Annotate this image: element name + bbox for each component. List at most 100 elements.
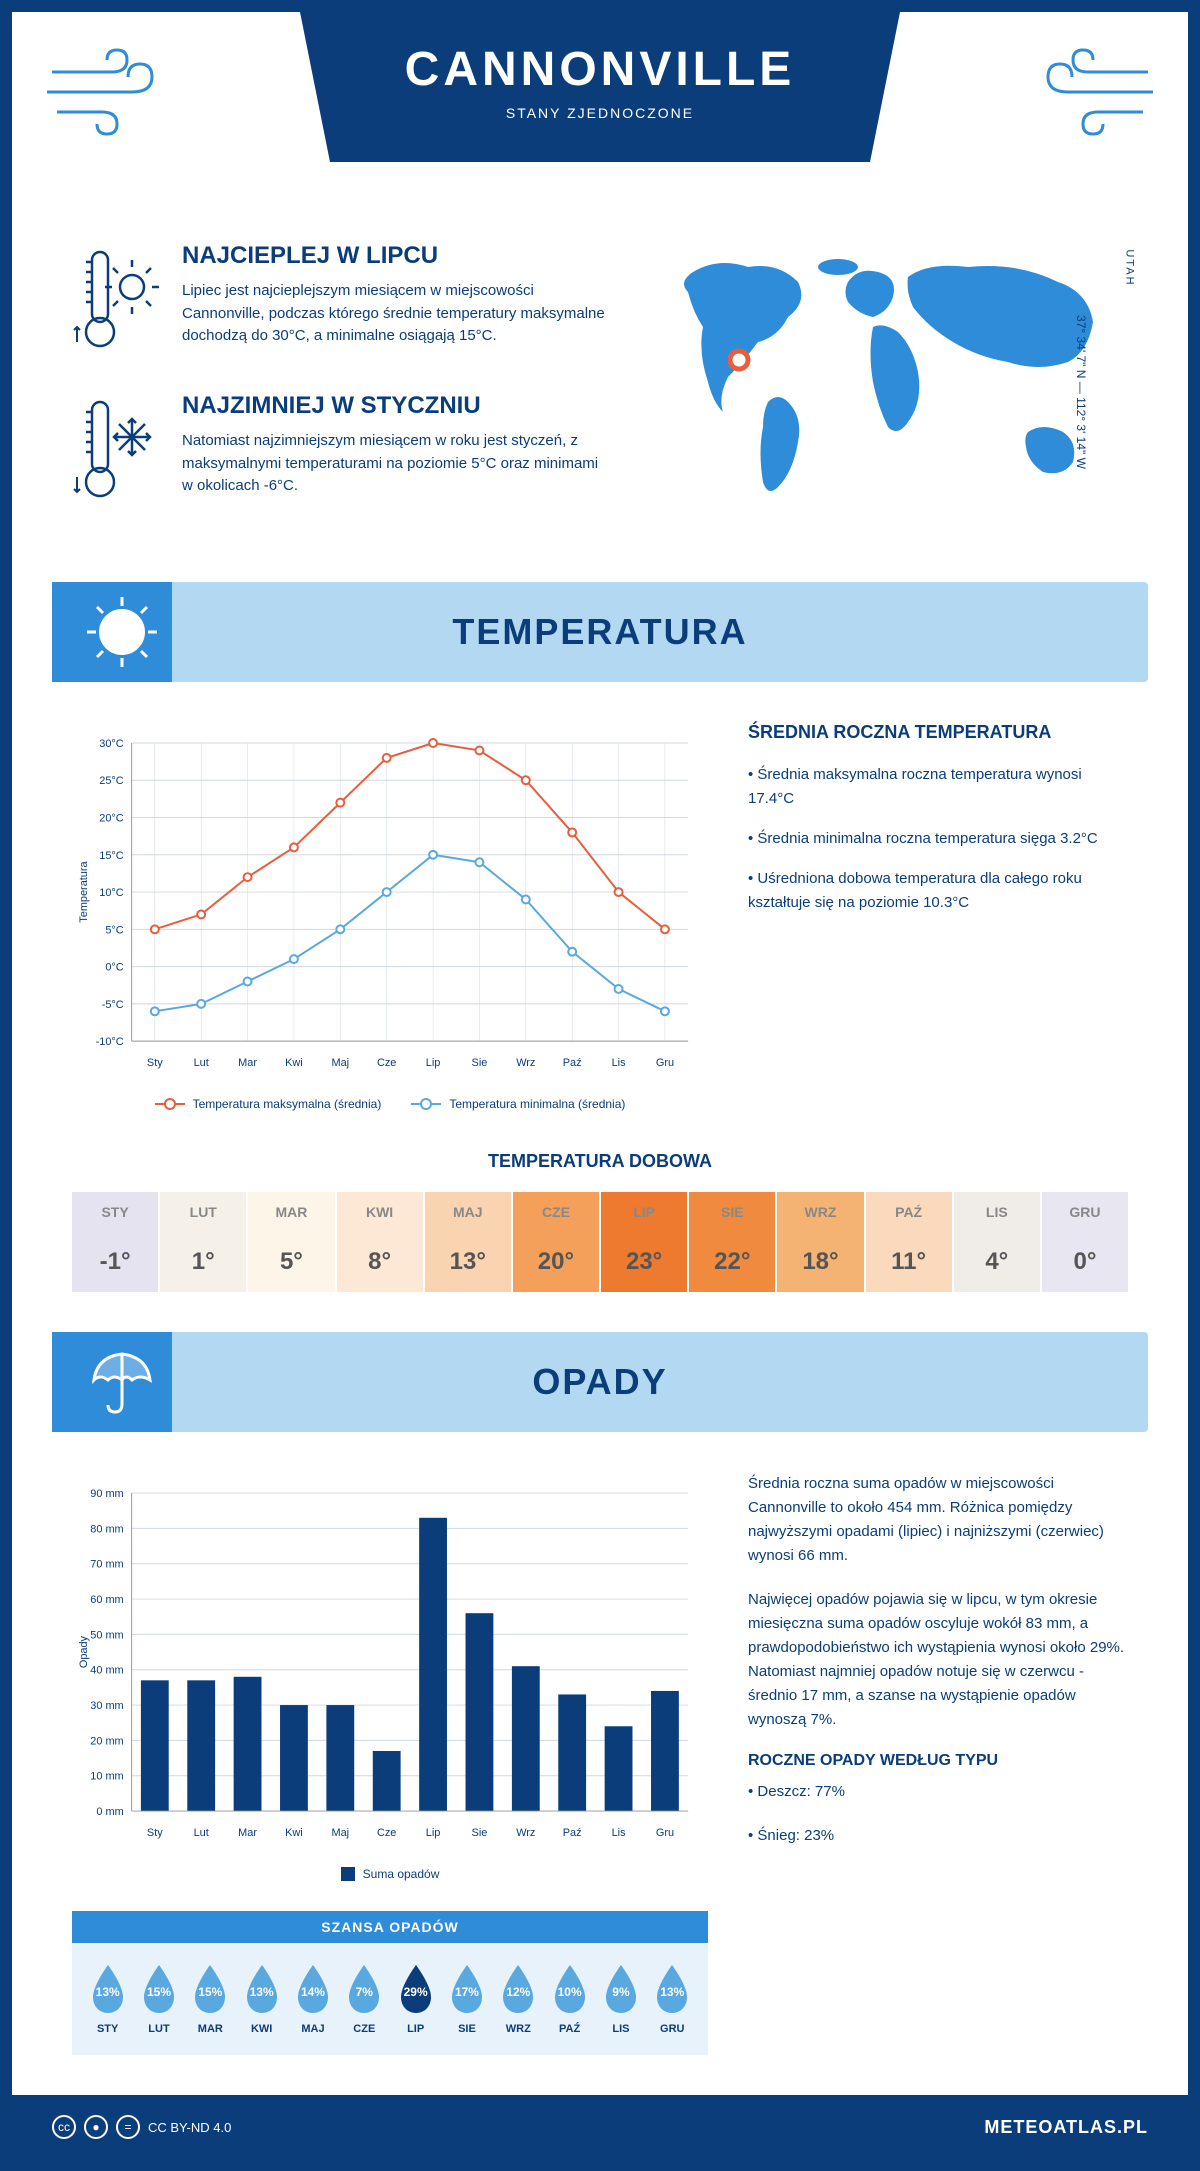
svg-text:Mar: Mar — [238, 1057, 257, 1069]
daily-temp-cell: SIE22° — [689, 1192, 775, 1292]
rain-drop-item: 10% PAŹ — [544, 1963, 595, 2035]
precip-by-type-1: • Deszcz: 77% — [748, 1780, 1128, 1804]
coldest-block: NAJZIMNIEJ W STYCZNIU Natomiast najzimni… — [72, 392, 608, 512]
svg-text:Sty: Sty — [147, 1827, 163, 1839]
svg-text:Maj: Maj — [332, 1057, 350, 1069]
rain-chance-drops: 13% STY 15% LUT 15% MAR 13% KWI 14% MAJ — [72, 1943, 708, 2045]
svg-text:Sie: Sie — [472, 1057, 488, 1069]
rain-drop-item: 13% STY — [82, 1963, 133, 2035]
site-name: METEOATLAS.PL — [984, 2117, 1148, 2138]
coordinates: 37° 34' 7" N — 112° 3' 14" W — [1074, 315, 1088, 469]
svg-text:0 mm: 0 mm — [96, 1806, 123, 1818]
svg-text:Lut: Lut — [194, 1057, 209, 1069]
temperature-section: -10°C-5°C0°C5°C10°C15°C20°C25°C30°CStyLu… — [12, 682, 1188, 1151]
wind-icon-right — [1018, 42, 1158, 142]
svg-text:Temperatura: Temperatura — [78, 860, 90, 922]
precip-legend: Suma opadów — [72, 1867, 708, 1881]
coldest-title: NAJZIMNIEJ W STYCZNIU — [182, 392, 608, 420]
svg-text:5°C: 5°C — [105, 924, 123, 936]
daily-temp-cell: LIP23° — [601, 1192, 687, 1292]
precip-legend-label: Suma opadów — [363, 1867, 440, 1881]
rain-chance-title: SZANSA OPADÓW — [72, 1911, 708, 1943]
svg-text:40 mm: 40 mm — [90, 1665, 123, 1677]
world-map-container: UTAH 37° 34' 7" N — 112° 3' 14" W — [648, 242, 1128, 542]
daily-temp-cell: MAJ13° — [425, 1192, 511, 1292]
rain-drop-item: 15% MAR — [185, 1963, 236, 2035]
svg-text:80 mm: 80 mm — [90, 1523, 123, 1535]
svg-text:Sie: Sie — [472, 1827, 488, 1839]
svg-text:Kwi: Kwi — [285, 1827, 303, 1839]
daily-temp-cell: STY-1° — [72, 1192, 158, 1292]
cc-icon: cc — [52, 2115, 76, 2139]
svg-text:Cze: Cze — [377, 1057, 396, 1069]
temp-info-3: • Uśredniona dobowa temperatura dla całe… — [748, 867, 1128, 915]
svg-text:-5°C: -5°C — [102, 999, 124, 1011]
legend-min: Temperatura minimalna (średnia) — [449, 1097, 625, 1111]
svg-text:20 mm: 20 mm — [90, 1735, 123, 1747]
svg-text:25°C: 25°C — [99, 775, 124, 787]
daily-temp-cell: MAR5° — [248, 1192, 334, 1292]
precipitation-title: OPADY — [532, 1361, 667, 1403]
rain-drop-item: 9% LIS — [595, 1963, 646, 2035]
daily-temp-cell: CZE20° — [513, 1192, 599, 1292]
daily-temp-cell: GRU0° — [1042, 1192, 1128, 1292]
svg-text:Mar: Mar — [238, 1827, 257, 1839]
hottest-block: NAJCIEPLEJ W LIPCU Lipiec jest najcieple… — [72, 242, 608, 362]
umbrella-icon — [82, 1342, 162, 1422]
svg-text:Maj: Maj — [332, 1827, 350, 1839]
location-marker-icon — [730, 351, 748, 369]
license-text: CC BY-ND 4.0 — [148, 2120, 231, 2135]
rain-chance-panel: SZANSA OPADÓW 13% STY 15% LUT 15% MAR 13… — [72, 1911, 708, 2055]
rain-drop-item: 15% LUT — [133, 1963, 184, 2035]
daily-temp-title: TEMPERATURA DOBOWA — [72, 1151, 1128, 1172]
svg-text:70 mm: 70 mm — [90, 1559, 123, 1571]
sun-icon — [82, 592, 162, 672]
svg-text:Cze: Cze — [377, 1827, 396, 1839]
precip-info-1: Średnia roczna suma opadów w miejscowośc… — [748, 1472, 1128, 1568]
thermometer-hot-icon — [72, 242, 162, 362]
temp-info-title: ŚREDNIA ROCZNA TEMPERATURA — [748, 722, 1128, 743]
rain-drop-item: 29% LIP — [390, 1963, 441, 2035]
precip-by-type-2: • Śnieg: 23% — [748, 1824, 1128, 1848]
nd-icon: = — [116, 2115, 140, 2139]
thermometer-cold-icon — [72, 392, 162, 512]
daily-temp-cell: LIS4° — [954, 1192, 1040, 1292]
svg-text:10 mm: 10 mm — [90, 1771, 123, 1783]
svg-text:10°C: 10°C — [99, 887, 124, 899]
intro-section: NAJCIEPLEJ W LIPCU Lipiec jest najcieple… — [12, 212, 1188, 582]
svg-text:Paź: Paź — [563, 1057, 582, 1069]
header: CANNONVILLE STANY ZJEDNOCZONE — [12, 12, 1188, 212]
svg-text:Gru: Gru — [656, 1827, 674, 1839]
svg-text:Lip: Lip — [426, 1827, 441, 1839]
precipitation-bar-chart: 0 mm10 mm20 mm30 mm40 mm50 mm60 mm70 mm8… — [72, 1472, 708, 1852]
svg-text:Opady: Opady — [78, 1635, 90, 1668]
rain-drop-item: 7% CZE — [339, 1963, 390, 2035]
svg-text:Gru: Gru — [656, 1057, 674, 1069]
rain-drop-item: 12% WRZ — [493, 1963, 544, 2035]
hottest-title: NAJCIEPLEJ W LIPCU — [182, 242, 608, 270]
daily-temp-section: TEMPERATURA DOBOWA STY-1°LUT1°MAR5°KWI8°… — [12, 1151, 1188, 1332]
svg-text:Kwi: Kwi — [285, 1057, 303, 1069]
rain-drop-item: 13% KWI — [236, 1963, 287, 2035]
svg-text:15°C: 15°C — [99, 850, 124, 862]
temp-info-1: • Średnia maksymalna roczna temperatura … — [748, 763, 1128, 811]
precipitation-section: 0 mm10 mm20 mm30 mm40 mm50 mm60 mm70 mm8… — [12, 1432, 1188, 2095]
rain-drop-item: 13% GRU — [647, 1963, 698, 2035]
rain-drop-item: 17% SIE — [441, 1963, 492, 2035]
daily-temp-cell: KWI8° — [337, 1192, 423, 1292]
svg-text:30°C: 30°C — [99, 738, 124, 750]
title-banner: CANNONVILLE STANY ZJEDNOCZONE — [300, 12, 900, 162]
temperature-header: TEMPERATURA — [52, 582, 1148, 682]
svg-text:-10°C: -10°C — [96, 1036, 124, 1048]
hottest-text: Lipiec jest najcieplejszym miesiącem w m… — [182, 280, 608, 348]
precip-info: Średnia roczna suma opadów w miejscowośc… — [748, 1472, 1128, 2055]
temp-info-2: • Średnia minimalna roczna temperatura s… — [748, 827, 1128, 851]
wind-icon-left — [42, 42, 182, 142]
temp-legend: Temperatura maksymalna (średnia) Tempera… — [72, 1097, 708, 1111]
footer: cc ● = CC BY-ND 4.0 METEOATLAS.PL — [12, 2095, 1188, 2159]
svg-text:50 mm: 50 mm — [90, 1629, 123, 1641]
svg-text:Sty: Sty — [147, 1057, 163, 1069]
page-subtitle: STANY ZJEDNOCZONE — [300, 105, 900, 121]
svg-text:60 mm: 60 mm — [90, 1594, 123, 1606]
daily-temp-table: STY-1°LUT1°MAR5°KWI8°MAJ13°CZE20°LIP23°S… — [72, 1192, 1128, 1292]
